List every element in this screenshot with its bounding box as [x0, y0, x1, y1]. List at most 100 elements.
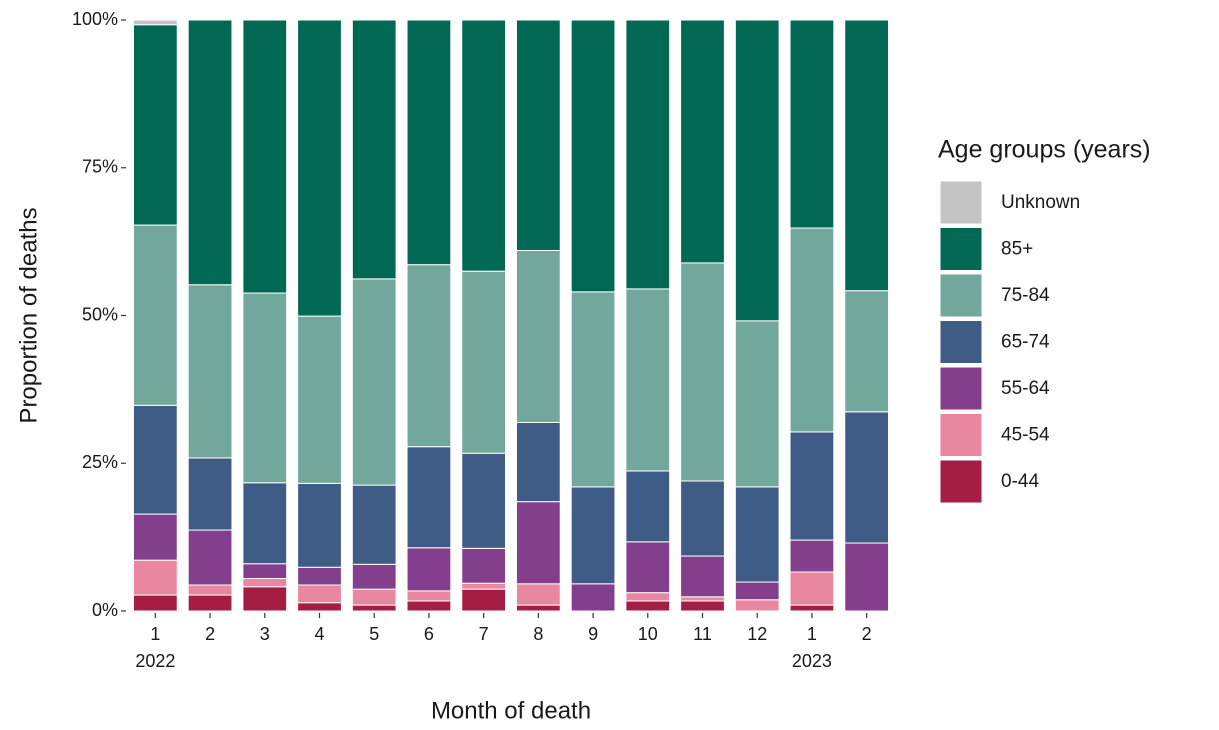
bar-segment [351, 19, 397, 280]
legend-label: 0-44 [1001, 471, 1039, 492]
bar-segment [680, 600, 725, 612]
bar-segment [132, 19, 178, 26]
x-tick-label: 1 [150, 624, 160, 644]
x-tick-label: 2 [205, 624, 215, 644]
x-tick-label: 7 [479, 624, 489, 644]
y-tick-label: 100% [72, 9, 118, 29]
bar-segment [570, 291, 616, 488]
bar-segment [515, 249, 561, 423]
bar-segment [789, 604, 835, 612]
bar-segment [242, 482, 288, 565]
legend-label: 75-84 [1001, 285, 1050, 306]
bar-segment [461, 452, 507, 549]
y-tick-label: 75% [82, 157, 118, 177]
bar-segment [351, 484, 397, 565]
bar-segment [461, 547, 507, 584]
x-tick-label: 12 [747, 624, 767, 644]
bar-segment [515, 501, 561, 585]
bar-segment [461, 588, 507, 612]
bar-segment [132, 559, 178, 596]
bar-segment [132, 224, 178, 406]
bar-segment [515, 421, 561, 503]
legend-key [939, 366, 983, 411]
y-tick-label: 50% [82, 304, 118, 324]
x-tick-label: 8 [533, 624, 543, 644]
x-tick-label: 2 [862, 624, 872, 644]
bar-segment [734, 581, 780, 601]
legend-label: 85+ [1001, 239, 1033, 260]
bar-segment [242, 577, 288, 588]
legend-label: 45-54 [1001, 425, 1050, 446]
bar-segment [187, 19, 233, 286]
bar-segment [625, 470, 671, 543]
x-year-label: 2023 [792, 651, 832, 671]
bar-segment [461, 582, 507, 590]
bar-segment [789, 431, 835, 541]
bar-segment [132, 404, 178, 515]
bar-segment [351, 588, 397, 606]
legend-key [939, 459, 983, 504]
bar-segment [132, 594, 178, 612]
bar-segment [406, 547, 452, 592]
bar-segment [406, 600, 452, 612]
legend-key [939, 320, 983, 364]
legend-label: 55-64 [1001, 378, 1050, 399]
legend-key [939, 273, 983, 318]
y-axis-title: Proportion of deaths [15, 207, 42, 423]
bar-segment [187, 594, 233, 612]
x-tick-label: 9 [588, 624, 598, 644]
bar-segment [515, 604, 561, 612]
bar-segment [297, 566, 342, 586]
legend-label: Unknown [1001, 192, 1080, 213]
x-tick-label: 5 [369, 624, 379, 644]
y-tick-label: 0% [92, 600, 118, 620]
bar-segment [734, 599, 780, 612]
bar-segment [680, 480, 725, 557]
bar-segment [187, 284, 233, 459]
bar-segment [625, 541, 671, 594]
bar-segment [406, 19, 452, 266]
x-year-label: 2022 [135, 651, 175, 671]
bar-segment [297, 315, 342, 484]
bar-segment [242, 563, 288, 579]
x-axis-title: Month of death [431, 697, 591, 724]
bar-segment [789, 571, 835, 606]
bar-segment [734, 486, 780, 583]
bar-segment [734, 19, 780, 322]
x-tick-label: 10 [638, 624, 658, 644]
bar-segment [680, 596, 725, 602]
bar-segment [844, 411, 890, 544]
bar-segment [406, 264, 452, 448]
bar-segment [351, 278, 397, 486]
bar-segment [844, 542, 890, 612]
bar-segment [789, 227, 835, 433]
bar-segment [461, 270, 507, 454]
legend-key [939, 413, 983, 457]
bar-segment [242, 586, 288, 612]
bar-segment [789, 539, 835, 573]
bar-segment [625, 288, 671, 472]
bar-segment [570, 486, 616, 585]
bar-segment [351, 604, 397, 612]
x-tick-label: 11 [693, 624, 712, 644]
bar-segment [406, 590, 452, 602]
bar-segment [132, 513, 178, 561]
bar-segment [297, 19, 342, 317]
bar-segment [242, 19, 288, 294]
bar-segment [187, 584, 233, 596]
bar-segment [625, 592, 671, 602]
bar-segment [844, 19, 890, 292]
bar-segment [515, 583, 561, 606]
legend-title: Age groups (years) [938, 136, 1151, 164]
bar-segment [680, 19, 725, 264]
bar-segment [187, 457, 233, 531]
bar-segment [680, 262, 725, 482]
bar-segment [789, 19, 835, 229]
bar-segment [625, 19, 671, 290]
bar-segment [187, 529, 233, 586]
bar-segment [297, 482, 342, 568]
x-tick-label: 3 [260, 624, 270, 644]
x-tick-label: 4 [314, 624, 324, 644]
